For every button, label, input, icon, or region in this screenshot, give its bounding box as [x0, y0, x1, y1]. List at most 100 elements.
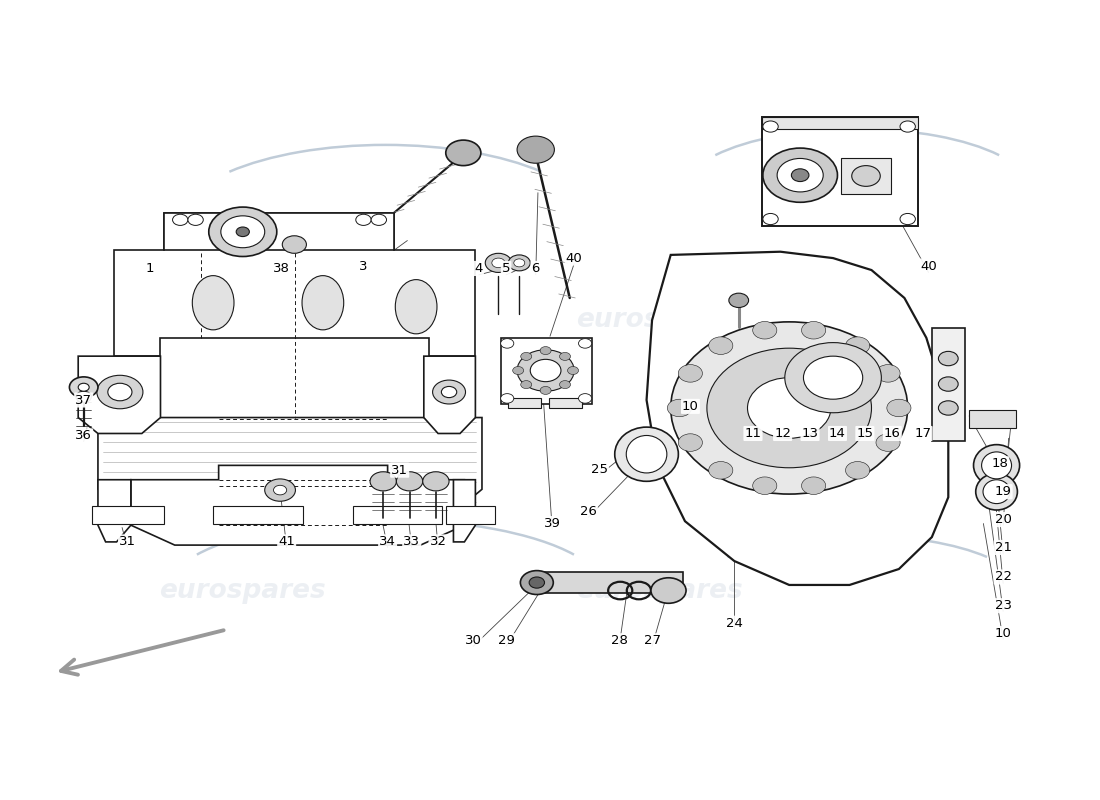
Text: 1: 1	[145, 262, 154, 275]
Ellipse shape	[983, 480, 1010, 503]
Ellipse shape	[302, 276, 343, 330]
Circle shape	[76, 391, 91, 402]
Polygon shape	[352, 506, 442, 523]
Polygon shape	[932, 328, 965, 442]
Text: 28: 28	[610, 634, 628, 647]
Polygon shape	[114, 213, 475, 356]
Circle shape	[508, 255, 530, 271]
Circle shape	[173, 214, 188, 226]
Circle shape	[579, 338, 592, 348]
Polygon shape	[453, 480, 475, 542]
Polygon shape	[424, 356, 475, 434]
Circle shape	[568, 366, 579, 374]
Circle shape	[529, 577, 544, 588]
Text: 10: 10	[994, 627, 1012, 640]
Circle shape	[802, 477, 826, 494]
Polygon shape	[131, 466, 464, 545]
Polygon shape	[647, 252, 948, 585]
Text: 40: 40	[921, 259, 937, 273]
Text: 5: 5	[502, 262, 510, 275]
Text: 22: 22	[994, 570, 1012, 583]
Circle shape	[520, 353, 531, 360]
Circle shape	[500, 394, 514, 403]
Circle shape	[846, 337, 870, 354]
Bar	[549, 398, 582, 408]
Text: 30: 30	[465, 634, 482, 647]
Text: 31: 31	[119, 535, 136, 549]
Circle shape	[763, 121, 778, 132]
Text: 33: 33	[404, 535, 420, 549]
Circle shape	[803, 356, 862, 399]
Circle shape	[708, 337, 733, 354]
Circle shape	[108, 383, 132, 401]
Bar	[840, 158, 891, 194]
Circle shape	[520, 570, 553, 594]
Circle shape	[752, 477, 777, 494]
Text: 13: 13	[802, 427, 818, 440]
Text: 17: 17	[914, 427, 932, 440]
Circle shape	[422, 472, 449, 491]
Text: 31: 31	[392, 464, 408, 477]
Circle shape	[520, 381, 531, 389]
Circle shape	[791, 169, 808, 182]
Circle shape	[938, 377, 958, 391]
Text: 20: 20	[994, 513, 1012, 526]
Circle shape	[729, 293, 749, 307]
Text: 27: 27	[644, 634, 660, 647]
Ellipse shape	[981, 452, 1012, 479]
Circle shape	[209, 207, 277, 257]
Circle shape	[938, 351, 958, 366]
Text: eurospares: eurospares	[160, 307, 327, 334]
Circle shape	[876, 365, 900, 382]
Text: 18: 18	[991, 458, 1009, 470]
Circle shape	[97, 375, 143, 409]
Text: 24: 24	[726, 617, 742, 630]
Circle shape	[560, 353, 571, 360]
Circle shape	[802, 322, 826, 339]
Polygon shape	[446, 506, 495, 523]
Text: 16: 16	[884, 427, 901, 440]
Circle shape	[283, 236, 307, 254]
Text: 3: 3	[360, 259, 367, 273]
Polygon shape	[92, 506, 164, 523]
Text: 23: 23	[994, 599, 1012, 612]
Text: 15: 15	[857, 427, 873, 440]
Circle shape	[485, 254, 512, 273]
Ellipse shape	[395, 280, 437, 334]
Circle shape	[900, 214, 915, 225]
Circle shape	[763, 214, 778, 225]
Circle shape	[900, 121, 915, 132]
Polygon shape	[164, 213, 394, 250]
Circle shape	[188, 214, 204, 226]
Circle shape	[540, 386, 551, 394]
Text: 34: 34	[379, 535, 396, 549]
Circle shape	[708, 462, 733, 479]
Circle shape	[679, 434, 703, 451]
Ellipse shape	[626, 435, 667, 473]
Circle shape	[938, 401, 958, 415]
Circle shape	[579, 394, 592, 403]
Text: 6: 6	[531, 262, 540, 275]
Text: eurospares: eurospares	[576, 307, 744, 334]
Circle shape	[396, 472, 422, 491]
Circle shape	[517, 136, 554, 163]
Text: 39: 39	[543, 517, 561, 530]
Circle shape	[846, 462, 870, 479]
Bar	[537, 572, 683, 593]
Bar	[508, 398, 541, 408]
Circle shape	[707, 348, 871, 468]
Polygon shape	[500, 338, 592, 404]
Text: 26: 26	[580, 505, 597, 518]
Text: 11: 11	[745, 427, 761, 440]
Circle shape	[78, 383, 89, 391]
Text: eurospares: eurospares	[576, 578, 744, 604]
Circle shape	[432, 380, 465, 404]
Polygon shape	[78, 356, 161, 434]
Circle shape	[851, 166, 880, 186]
Text: 10: 10	[682, 400, 698, 413]
Text: 32: 32	[430, 535, 447, 549]
Polygon shape	[213, 506, 304, 523]
Circle shape	[763, 148, 837, 202]
Circle shape	[500, 338, 514, 348]
Circle shape	[514, 259, 525, 267]
